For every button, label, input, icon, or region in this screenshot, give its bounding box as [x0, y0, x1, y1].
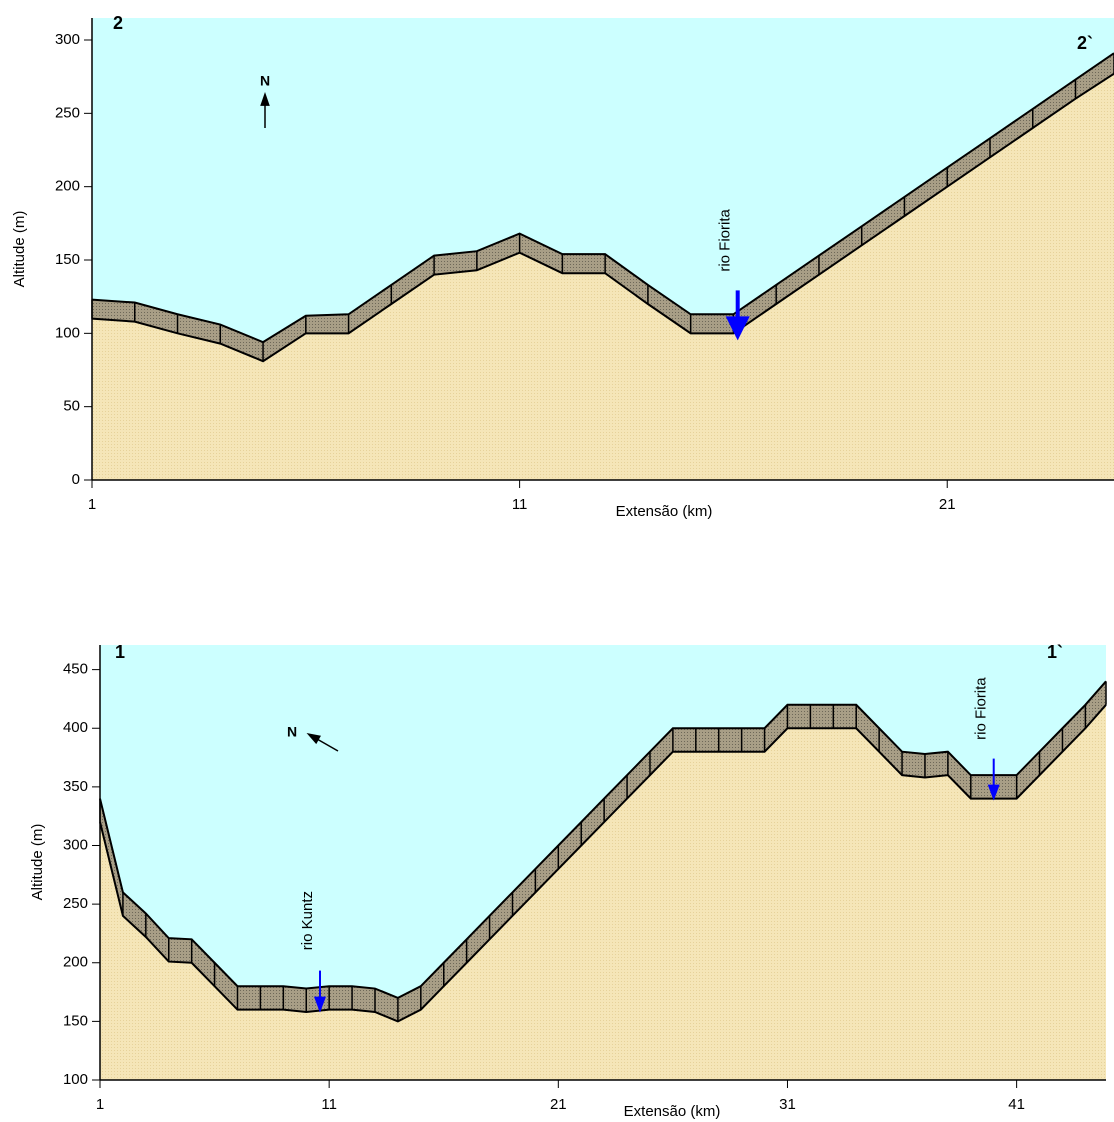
x-tick-label: 41 [1008, 1096, 1025, 1113]
section-end-label: 1` [1047, 642, 1063, 662]
x-tick-label: 11 [512, 496, 528, 513]
x-axis-title: Extensão (km) [616, 503, 713, 520]
ground-fill [92, 73, 1114, 480]
y-tick-label: 150 [63, 1012, 88, 1029]
y-tick-label: 350 [63, 778, 88, 795]
river-label: rio Fiorita [717, 208, 734, 271]
north-arrow-head [306, 733, 321, 745]
y-tick-label: 300 [63, 836, 88, 853]
y-tick-label: 200 [63, 954, 88, 971]
y-tick-label: 150 [55, 251, 80, 268]
river-arrow-head [313, 996, 326, 1013]
x-tick-label: 1 [96, 1096, 104, 1113]
river-label: rio Kuntz [299, 891, 316, 950]
y-tick-label: 0 [72, 471, 80, 488]
north-label: N [287, 724, 297, 740]
river-arrow-head [725, 316, 750, 341]
section-end-label: 2` [1077, 33, 1093, 53]
x-axis-title: Extensão (km) [624, 1103, 721, 1120]
y-tick-label: 400 [63, 719, 88, 736]
profile-line [99, 680, 1107, 1000]
y-tick-label: 200 [55, 178, 80, 195]
y-axis-title: Altitude (m) [11, 211, 28, 288]
x-tick-label: 31 [779, 1096, 796, 1113]
section-start-label: 2 [113, 13, 123, 33]
section-start-label: 1 [115, 642, 125, 662]
x-tick-label: 11 [321, 1096, 337, 1113]
profile-line [91, 72, 1114, 363]
y-tick-label: 300 [55, 31, 80, 48]
y-tick-label: 50 [63, 398, 80, 415]
river-arrow-head [987, 784, 1000, 801]
y-tick-label: 250 [63, 895, 88, 912]
north-label: N [260, 73, 270, 89]
river-label: rio Fiorita [973, 677, 990, 740]
x-tick-label: 21 [550, 1096, 567, 1113]
x-tick-label: 1 [88, 496, 96, 513]
x-tick-label: 21 [939, 496, 956, 513]
profile-line [91, 52, 1114, 344]
y-tick-label: 450 [63, 661, 88, 678]
y-tick-label: 100 [63, 1071, 88, 1088]
band-fill [92, 53, 1114, 362]
ground-fill [100, 704, 1106, 1080]
profile-line [99, 704, 1107, 1023]
y-tick-label: 250 [55, 104, 80, 121]
y-tick-label: 100 [55, 324, 80, 341]
y-axis-title: Altitude (m) [29, 824, 46, 901]
north-arrow-head [260, 92, 270, 106]
